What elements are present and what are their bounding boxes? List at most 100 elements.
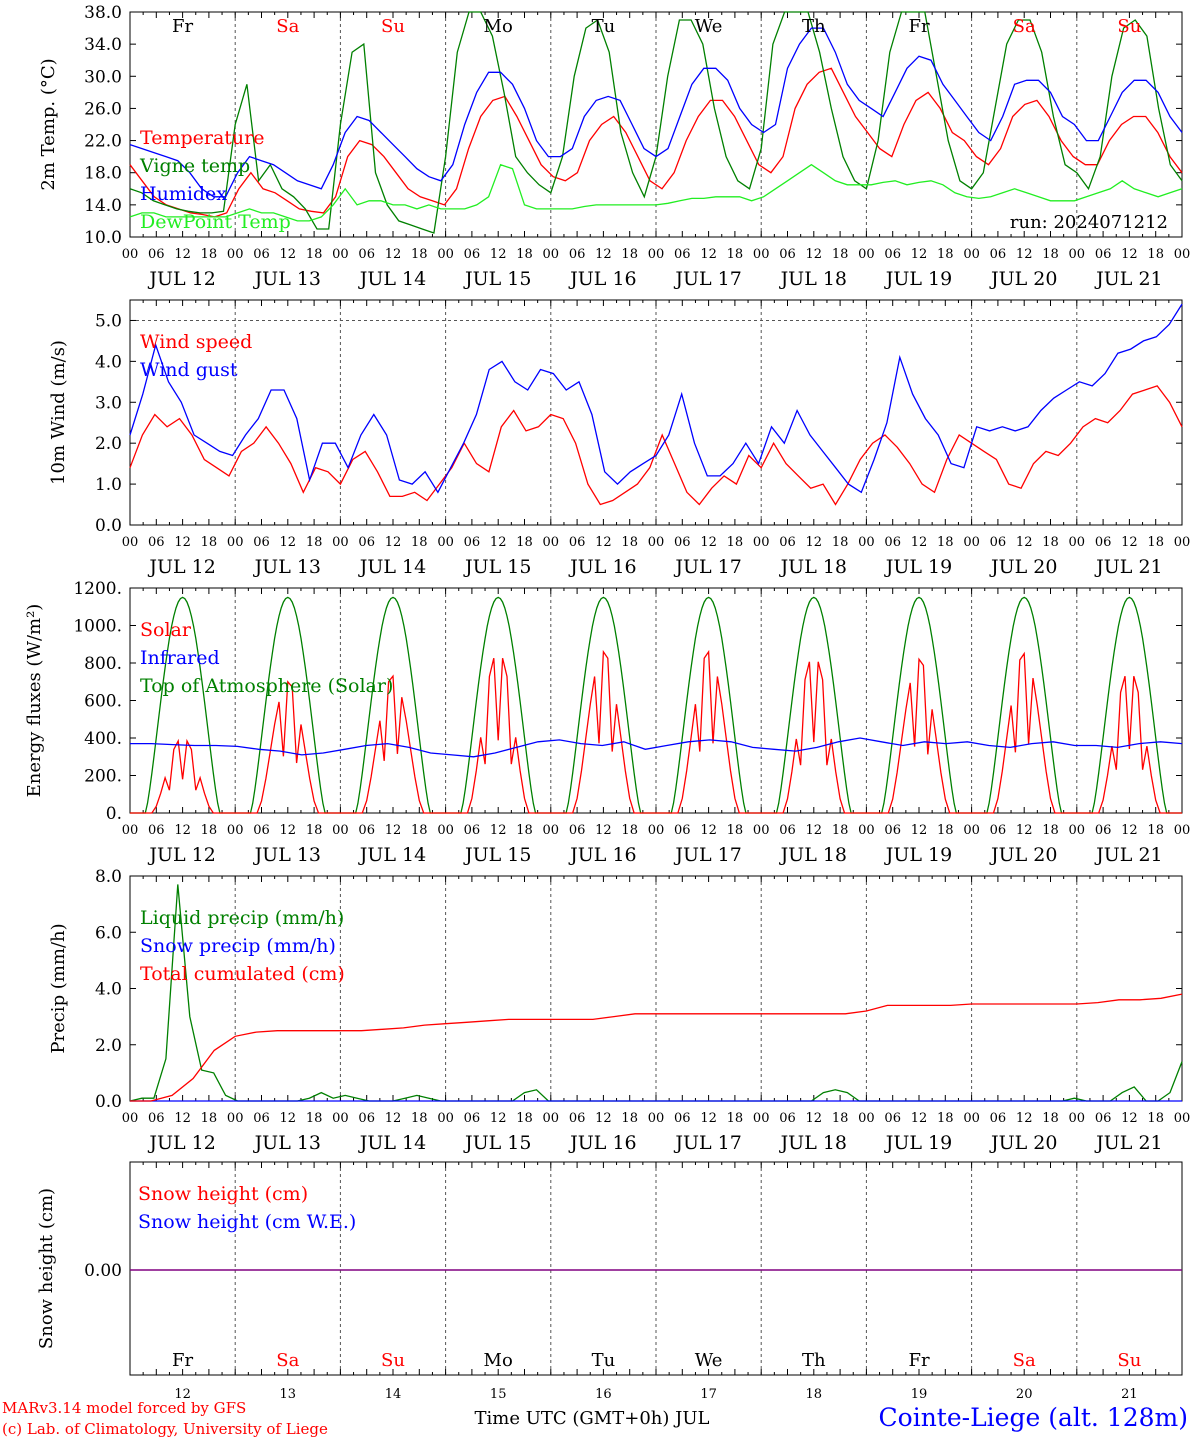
weekday-label: Sa	[276, 1350, 299, 1371]
hour-tick-label: 00	[1069, 247, 1086, 262]
day-number-label: 14	[385, 1387, 402, 1402]
day-number-label: 18	[806, 1387, 823, 1402]
hour-tick-label: 12	[1121, 1111, 1138, 1126]
hour-tick-label: 00	[648, 1111, 665, 1126]
hour-tick-label: 18	[727, 535, 744, 550]
day-label: JUL 14	[358, 1132, 426, 1154]
hour-tick-label: 18	[1147, 247, 1164, 262]
hour-tick-label: 06	[253, 535, 270, 550]
day-label: JUL 19	[884, 844, 952, 866]
hour-tick-label: 12	[700, 1111, 717, 1126]
hour-tick-label: 06	[674, 823, 691, 838]
hour-tick-label: 00	[332, 1111, 349, 1126]
weekday-label: Fr	[172, 16, 193, 37]
hour-tick-label: 06	[253, 823, 270, 838]
hour-tick-label: 00	[963, 823, 980, 838]
hour-tick-label: 18	[411, 1111, 428, 1126]
hour-tick-label: 18	[727, 1111, 744, 1126]
weekday-label: Fr	[908, 1350, 929, 1371]
hour-tick-label: 12	[806, 247, 823, 262]
hour-tick-label: 12	[806, 1111, 823, 1126]
hour-tick-label: 00	[648, 823, 665, 838]
y-tick-label: 1200.	[73, 579, 122, 599]
day-label: JUL 20	[989, 1132, 1057, 1154]
hour-tick-label: 12	[385, 823, 402, 838]
hour-tick-label: 06	[148, 535, 165, 550]
hour-tick-label: 18	[937, 535, 954, 550]
hour-tick-label: 06	[464, 535, 481, 550]
y-tick-label: 600.	[84, 692, 122, 712]
hour-tick-label: 00	[122, 535, 139, 550]
hour-tick-label: 00	[122, 823, 139, 838]
hour-tick-label: 12	[280, 535, 297, 550]
day-label: JUL 21	[1094, 1132, 1162, 1154]
hour-tick-label: 18	[621, 535, 638, 550]
y-tick-label: 0.00	[84, 1261, 122, 1281]
x-axis-label: Time UTC (GMT+0h) JUL	[475, 1408, 710, 1429]
y-tick-label: 26.0	[84, 99, 122, 119]
hour-tick-label: 18	[1042, 247, 1059, 262]
hour-tick-label: 00	[1069, 535, 1086, 550]
hour-tick-label: 18	[516, 1111, 533, 1126]
y-axis-label: Snow height (cm)	[36, 1188, 57, 1349]
day-number-label: 20	[1016, 1387, 1033, 1402]
day-label: JUL 17	[673, 1132, 741, 1154]
hour-tick-label: 18	[621, 247, 638, 262]
y-tick-label: 6.0	[95, 923, 122, 943]
hour-tick-label: 18	[1147, 1111, 1164, 1126]
day-label: JUL 13	[253, 268, 321, 290]
hour-tick-label: 00	[227, 535, 244, 550]
hour-tick-label: 00	[1174, 535, 1191, 550]
hour-tick-label: 06	[1095, 823, 1112, 838]
model-credit: MARv3.14 model forced by GFS	[2, 1399, 246, 1417]
hour-tick-label: 12	[280, 247, 297, 262]
hour-tick-label: 12	[490, 823, 507, 838]
weekday-label: Su	[381, 16, 405, 37]
hour-tick-label: 00	[858, 823, 875, 838]
weekday-label: Th	[802, 1350, 826, 1371]
hour-tick-label: 12	[1016, 823, 1033, 838]
hour-tick-label: 06	[569, 1111, 586, 1126]
day-label: JUL 21	[1094, 556, 1162, 578]
hour-tick-label: 12	[700, 823, 717, 838]
hour-tick-label: 00	[227, 247, 244, 262]
hour-tick-label: 06	[990, 535, 1007, 550]
hour-tick-label: 18	[1147, 535, 1164, 550]
hour-tick-label: 00	[1174, 823, 1191, 838]
day-label: JUL 15	[463, 1132, 531, 1154]
day-label: JUL 19	[884, 268, 952, 290]
hour-tick-label: 06	[464, 1111, 481, 1126]
hour-tick-label: 12	[700, 247, 717, 262]
hour-tick-label: 06	[674, 535, 691, 550]
hour-tick-label: 06	[148, 1111, 165, 1126]
hour-tick-label: 12	[1121, 247, 1138, 262]
hour-tick-label: 00	[1174, 247, 1191, 262]
hour-tick-label: 18	[516, 823, 533, 838]
hour-tick-label: 06	[674, 1111, 691, 1126]
hour-tick-label: 06	[464, 823, 481, 838]
hour-tick-label: 00	[1069, 823, 1086, 838]
hour-tick-label: 00	[753, 1111, 770, 1126]
legend-entry: DewPoint Temp	[140, 211, 291, 233]
day-number-label: 19	[911, 1387, 928, 1402]
hour-tick-label: 18	[937, 823, 954, 838]
hour-tick-label: 00	[963, 247, 980, 262]
day-label: JUL 20	[989, 268, 1057, 290]
hour-tick-label: 12	[1016, 535, 1033, 550]
day-label: JUL 19	[884, 556, 952, 578]
hour-tick-label: 18	[727, 823, 744, 838]
hour-tick-label: 00	[1069, 1111, 1086, 1126]
day-number-label: 21	[1121, 1387, 1138, 1402]
hour-tick-label: 12	[911, 823, 928, 838]
y-axis-label: 10m Wind (m/s)	[48, 340, 69, 485]
series-line-blue	[129, 27, 1183, 198]
hour-tick-label: 12	[806, 535, 823, 550]
hour-tick-label: 18	[411, 823, 428, 838]
hour-tick-label: 12	[595, 535, 612, 550]
series-line-red	[130, 993, 1183, 1102]
y-tick-label: 22.0	[84, 132, 122, 152]
lab-credit: (c) Lab. of Climatology, University of L…	[2, 1420, 328, 1438]
day-label: JUL 21	[1094, 844, 1162, 866]
